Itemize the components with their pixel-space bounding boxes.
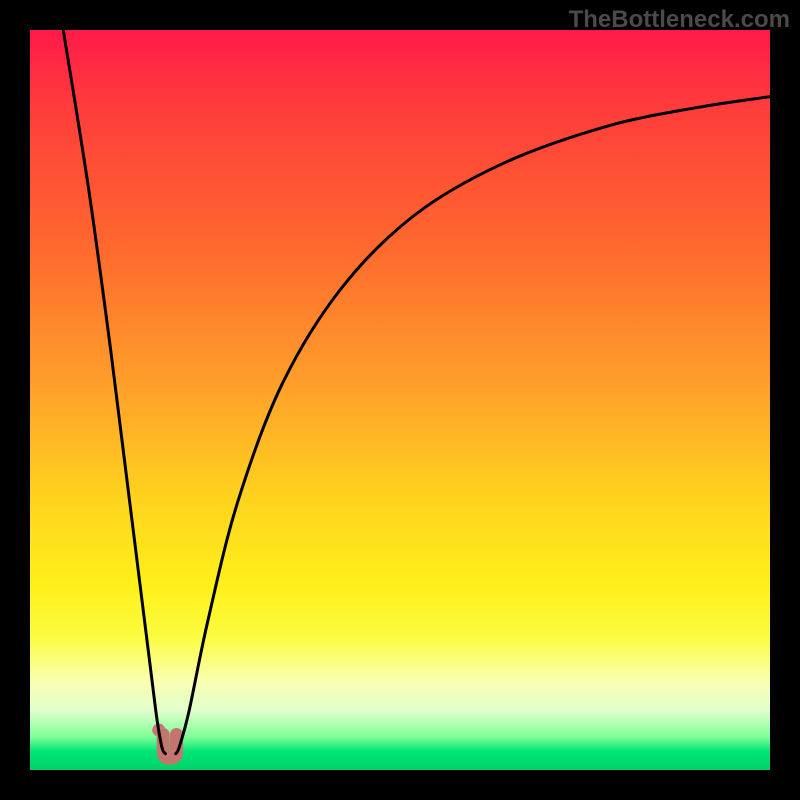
curve-right-branch [176, 97, 770, 754]
watermark-text: TheBottleneck.com [569, 6, 790, 34]
bottleneck-curve [30, 30, 770, 770]
plot-area [30, 30, 770, 770]
curve-left-branch [63, 30, 165, 754]
